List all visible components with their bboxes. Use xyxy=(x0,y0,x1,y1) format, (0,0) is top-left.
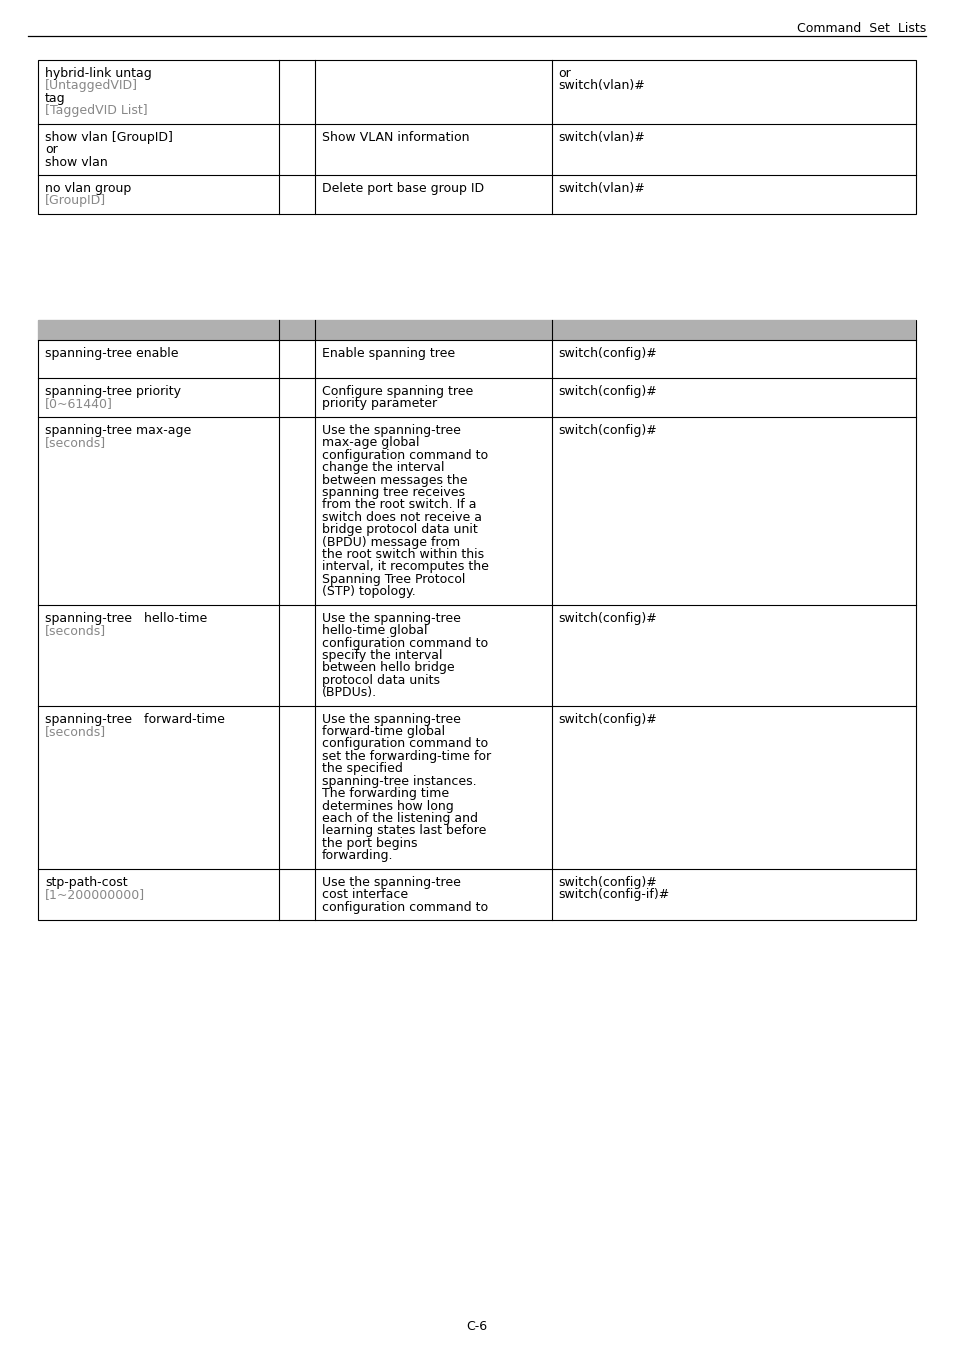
Text: C-6: C-6 xyxy=(466,1320,487,1332)
Text: switch(vlan)#: switch(vlan)# xyxy=(558,80,644,92)
Text: [GroupID]: [GroupID] xyxy=(45,194,106,208)
Bar xyxy=(38,320,915,919)
Text: spanning-tree enable: spanning-tree enable xyxy=(45,347,178,360)
Text: configuration command to: configuration command to xyxy=(321,637,487,649)
Text: forward-time global: forward-time global xyxy=(321,725,444,738)
Text: Use the spanning-tree: Use the spanning-tree xyxy=(321,424,460,437)
Text: switch(config)#: switch(config)# xyxy=(558,612,657,625)
Text: [0~61440]: [0~61440] xyxy=(45,397,112,410)
Text: switch(config-if)#: switch(config-if)# xyxy=(558,888,669,900)
Text: max-age global: max-age global xyxy=(321,436,418,450)
Text: spanning-tree priority: spanning-tree priority xyxy=(45,385,181,398)
Text: switch(vlan)#: switch(vlan)# xyxy=(558,182,644,194)
Text: change the interval: change the interval xyxy=(321,462,443,474)
Text: or: or xyxy=(558,68,571,80)
Text: hello-time global: hello-time global xyxy=(321,624,427,637)
Text: between hello bridge: between hello bridge xyxy=(321,662,454,675)
Text: set the forwarding-time for: set the forwarding-time for xyxy=(321,749,490,763)
Text: (BPDUs).: (BPDUs). xyxy=(321,686,376,699)
Text: tag: tag xyxy=(45,92,66,105)
Text: or: or xyxy=(45,143,58,157)
Text: Enable spanning tree: Enable spanning tree xyxy=(321,347,455,360)
Text: show vlan: show vlan xyxy=(45,155,108,169)
Text: determines how long: determines how long xyxy=(321,799,453,813)
Text: priority parameter: priority parameter xyxy=(321,397,436,410)
Text: no vlan group: no vlan group xyxy=(45,182,132,194)
Text: the root switch within this: the root switch within this xyxy=(321,548,483,562)
Text: Delete port base group ID: Delete port base group ID xyxy=(321,182,483,194)
Text: switch(config)#: switch(config)# xyxy=(558,347,657,360)
Text: learning states last before: learning states last before xyxy=(321,825,485,837)
Text: forwarding.: forwarding. xyxy=(321,849,393,863)
Text: [1~200000000]: [1~200000000] xyxy=(45,888,145,900)
Text: interval, it recomputes the: interval, it recomputes the xyxy=(321,560,488,574)
Text: stp-path-cost: stp-path-cost xyxy=(45,876,128,888)
Text: specify the interval: specify the interval xyxy=(321,649,441,662)
Text: the specified: the specified xyxy=(321,763,402,775)
Bar xyxy=(38,59,915,213)
Text: each of the listening and: each of the listening and xyxy=(321,811,477,825)
Text: Configure spanning tree: Configure spanning tree xyxy=(321,385,473,398)
Text: spanning-tree max-age: spanning-tree max-age xyxy=(45,424,191,437)
Text: configuration command to: configuration command to xyxy=(321,737,487,751)
Text: cost interface: cost interface xyxy=(321,888,407,900)
Text: configuration command to: configuration command to xyxy=(321,448,487,462)
Text: spanning tree receives: spanning tree receives xyxy=(321,486,464,500)
Text: Use the spanning-tree: Use the spanning-tree xyxy=(321,612,460,625)
Bar xyxy=(38,320,915,340)
Text: [UntaggedVID]: [UntaggedVID] xyxy=(45,80,138,92)
Text: [TaggedVID List]: [TaggedVID List] xyxy=(45,104,148,117)
Text: Use the spanning-tree: Use the spanning-tree xyxy=(321,876,460,888)
Text: switch does not receive a: switch does not receive a xyxy=(321,510,481,524)
Text: switch(config)#: switch(config)# xyxy=(558,424,657,437)
Text: (BPDU) message from: (BPDU) message from xyxy=(321,536,459,548)
Text: switch(config)#: switch(config)# xyxy=(558,876,657,888)
Text: Show VLAN information: Show VLAN information xyxy=(321,131,469,143)
Text: switch(config)#: switch(config)# xyxy=(558,385,657,398)
Text: spanning-tree   hello-time: spanning-tree hello-time xyxy=(45,612,207,625)
Text: hybrid-link untag: hybrid-link untag xyxy=(45,68,152,80)
Text: Command  Set  Lists: Command Set Lists xyxy=(796,22,925,35)
Text: The forwarding time: The forwarding time xyxy=(321,787,448,801)
Text: [seconds]: [seconds] xyxy=(45,624,106,637)
Text: show vlan [GroupID]: show vlan [GroupID] xyxy=(45,131,172,143)
Text: configuration command to: configuration command to xyxy=(321,900,487,914)
Text: spanning-tree instances.: spanning-tree instances. xyxy=(321,775,476,788)
Text: switch(vlan)#: switch(vlan)# xyxy=(558,131,644,143)
Text: the port begins: the port begins xyxy=(321,837,416,850)
Text: between messages the: between messages the xyxy=(321,474,467,486)
Text: Spanning Tree Protocol: Spanning Tree Protocol xyxy=(321,572,464,586)
Text: Use the spanning-tree: Use the spanning-tree xyxy=(321,713,460,726)
Text: from the root switch. If a: from the root switch. If a xyxy=(321,498,476,512)
Text: (STP) topology.: (STP) topology. xyxy=(321,586,415,598)
Text: [seconds]: [seconds] xyxy=(45,436,106,450)
Text: protocol data units: protocol data units xyxy=(321,674,439,687)
Text: [seconds]: [seconds] xyxy=(45,725,106,738)
Text: switch(config)#: switch(config)# xyxy=(558,713,657,726)
Text: bridge protocol data unit: bridge protocol data unit xyxy=(321,524,476,536)
Text: spanning-tree   forward-time: spanning-tree forward-time xyxy=(45,713,225,726)
